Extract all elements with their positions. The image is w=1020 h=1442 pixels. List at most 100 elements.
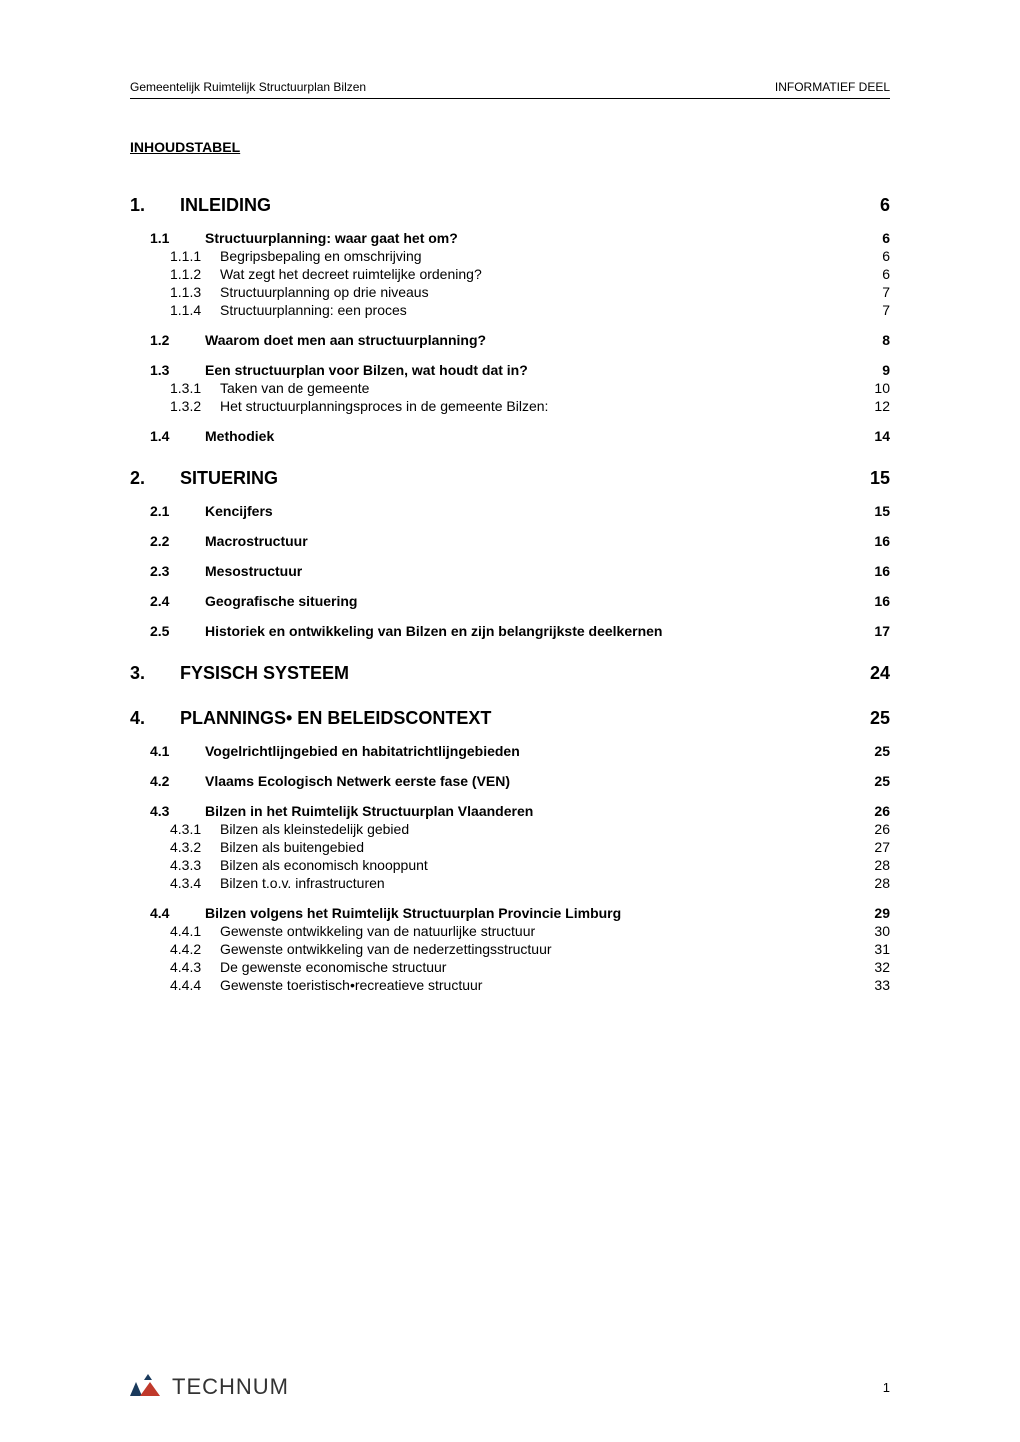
document-title: INHOUDSTABEL <box>130 139 890 155</box>
toc-entry: 2.SITUERING15 <box>130 468 890 489</box>
logo-icon <box>130 1372 166 1402</box>
toc-entry-number: 4. <box>130 708 180 729</box>
toc-entry-number: 2.3 <box>150 563 205 579</box>
toc-entry-number: 4.3.3 <box>170 857 220 873</box>
toc-entry-number: 1.1.1 <box>170 248 220 264</box>
toc-entry-text: Mesostructuur <box>205 563 850 579</box>
toc-entry-number: 4.4.3 <box>170 959 220 975</box>
toc-entry-text: Een structuurplan voor Bilzen, wat houdt… <box>205 362 850 378</box>
toc-entry: 4.3.3Bilzen als economisch knooppunt28 <box>170 857 890 873</box>
toc-entry-text: Bilzen in het Ruimtelijk Structuurplan V… <box>205 803 850 819</box>
toc-entry-number: 4.3.1 <box>170 821 220 837</box>
toc-entry: 2.5Historiek en ontwikkeling van Bilzen … <box>150 623 890 639</box>
toc-entry-page: 9 <box>850 362 890 378</box>
toc-entry-number: 1.3 <box>150 362 205 378</box>
logo-text: TECHNUM <box>172 1374 289 1400</box>
toc-entry-text: SITUERING <box>180 468 850 489</box>
toc-entry-page: 28 <box>850 857 890 873</box>
toc-entry-text: PLANNINGS• EN BELEIDSCONTEXT <box>180 708 850 729</box>
table-of-contents: 1.INLEIDING61.1Structuurplanning: waar g… <box>130 195 890 993</box>
toc-entry-text: Bilzen als economisch knooppunt <box>220 857 850 873</box>
toc-entry-page: 8 <box>850 332 890 348</box>
toc-entry-number: 2. <box>130 468 180 489</box>
logo: TECHNUM <box>130 1372 289 1402</box>
toc-entry-page: 33 <box>850 977 890 993</box>
toc-entry: 4.3.1Bilzen als kleinstedelijk gebied26 <box>170 821 890 837</box>
toc-entry-number: 2.2 <box>150 533 205 549</box>
toc-entry-page: 16 <box>850 593 890 609</box>
toc-entry-page: 16 <box>850 563 890 579</box>
toc-entry: 4.3.2Bilzen als buitengebied27 <box>170 839 890 855</box>
toc-entry: 1.2Waarom doet men aan structuurplanning… <box>150 332 890 348</box>
toc-entry-number: 4.2 <box>150 773 205 789</box>
toc-entry-text: Kencijfers <box>205 503 850 519</box>
toc-entry-page: 16 <box>850 533 890 549</box>
toc-entry: 4.4.4Gewenste toeristisch•recreatieve st… <box>170 977 890 993</box>
toc-entry-text: Begripsbepaling en omschrijving <box>220 248 850 264</box>
toc-entry-number: 3. <box>130 663 180 684</box>
header-left: Gemeentelijk Ruimtelijk Structuurplan Bi… <box>130 80 366 94</box>
toc-entry-number: 1. <box>130 195 180 216</box>
toc-entry: 4.4.3De gewenste economische structuur32 <box>170 959 890 975</box>
toc-entry-page: 30 <box>850 923 890 939</box>
toc-entry-text: Bilzen t.o.v. infrastructuren <box>220 875 850 891</box>
toc-entry-page: 6 <box>850 248 890 264</box>
toc-entry-page: 7 <box>850 284 890 300</box>
page-footer: TECHNUM 1 <box>130 1372 890 1402</box>
toc-entry-text: Bilzen als buitengebied <box>220 839 850 855</box>
toc-entry: 4.1Vogelrichtlijngebied en habitatrichtl… <box>150 743 890 759</box>
toc-entry-number: 4.4.1 <box>170 923 220 939</box>
toc-entry-number: 1.1 <box>150 230 205 246</box>
toc-entry-number: 1.4 <box>150 428 205 444</box>
toc-entry-number: 1.1.4 <box>170 302 220 318</box>
toc-entry-number: 1.3.2 <box>170 398 220 414</box>
toc-entry-page: 29 <box>850 905 890 921</box>
toc-entry: 2.3Mesostructuur16 <box>150 563 890 579</box>
toc-entry: 1.INLEIDING6 <box>130 195 890 216</box>
toc-entry-page: 25 <box>850 773 890 789</box>
toc-entry-text: Methodiek <box>205 428 850 444</box>
toc-entry-number: 4.3.4 <box>170 875 220 891</box>
toc-entry: 3.FYSISCH SYSTEEM24 <box>130 663 890 684</box>
toc-entry-text: Waarom doet men aan structuurplanning? <box>205 332 850 348</box>
toc-entry: 4.4Bilzen volgens het Ruimtelijk Structu… <box>150 905 890 921</box>
toc-entry-page: 26 <box>850 803 890 819</box>
page-number: 1 <box>883 1380 890 1395</box>
toc-entry: 4.PLANNINGS• EN BELEIDSCONTEXT25 <box>130 708 890 729</box>
toc-entry-number: 1.2 <box>150 332 205 348</box>
toc-entry: 1.3.2Het structuurplanningsproces in de … <box>170 398 890 414</box>
toc-entry-text: Historiek en ontwikkeling van Bilzen en … <box>205 623 850 639</box>
toc-entry: 1.1.4Structuurplanning: een proces7 <box>170 302 890 318</box>
toc-entry-number: 2.1 <box>150 503 205 519</box>
toc-entry-text: Gewenste ontwikkeling van de natuurlijke… <box>220 923 850 939</box>
toc-entry: 2.1Kencijfers15 <box>150 503 890 519</box>
toc-entry-number: 2.4 <box>150 593 205 609</box>
toc-entry-text: INLEIDING <box>180 195 850 216</box>
toc-entry: 1.3.1Taken van de gemeente10 <box>170 380 890 396</box>
toc-entry-page: 12 <box>850 398 890 414</box>
toc-entry-number: 1.1.2 <box>170 266 220 282</box>
toc-entry: 4.4.1Gewenste ontwikkeling van de natuur… <box>170 923 890 939</box>
toc-entry-text: Gewenste toeristisch•recreatieve structu… <box>220 977 850 993</box>
toc-entry-page: 28 <box>850 875 890 891</box>
toc-entry-number: 4.3.2 <box>170 839 220 855</box>
toc-entry: 1.4Methodiek14 <box>150 428 890 444</box>
toc-entry-text: Taken van de gemeente <box>220 380 850 396</box>
toc-entry-page: 17 <box>850 623 890 639</box>
toc-entry-text: Het structuurplanningsproces in de gemee… <box>220 398 850 414</box>
toc-entry-number: 1.1.3 <box>170 284 220 300</box>
toc-entry-text: Vogelrichtlijngebied en habitatrichtlijn… <box>205 743 850 759</box>
toc-entry-text: Geografische situering <box>205 593 850 609</box>
toc-entry-text: FYSISCH SYSTEEM <box>180 663 850 684</box>
page-header: Gemeentelijk Ruimtelijk Structuurplan Bi… <box>130 80 890 99</box>
toc-entry-page: 15 <box>850 503 890 519</box>
toc-entry-page: 24 <box>850 663 890 684</box>
toc-entry-text: Gewenste ontwikkeling van de nederzettin… <box>220 941 850 957</box>
toc-entry: 1.1Structuurplanning: waar gaat het om?6 <box>150 230 890 246</box>
toc-entry: 1.1.2Wat zegt het decreet ruimtelijke or… <box>170 266 890 282</box>
toc-entry-number: 4.4 <box>150 905 205 921</box>
toc-entry-number: 4.1 <box>150 743 205 759</box>
toc-entry-page: 10 <box>850 380 890 396</box>
toc-entry-number: 4.4.2 <box>170 941 220 957</box>
toc-entry-number: 4.4.4 <box>170 977 220 993</box>
